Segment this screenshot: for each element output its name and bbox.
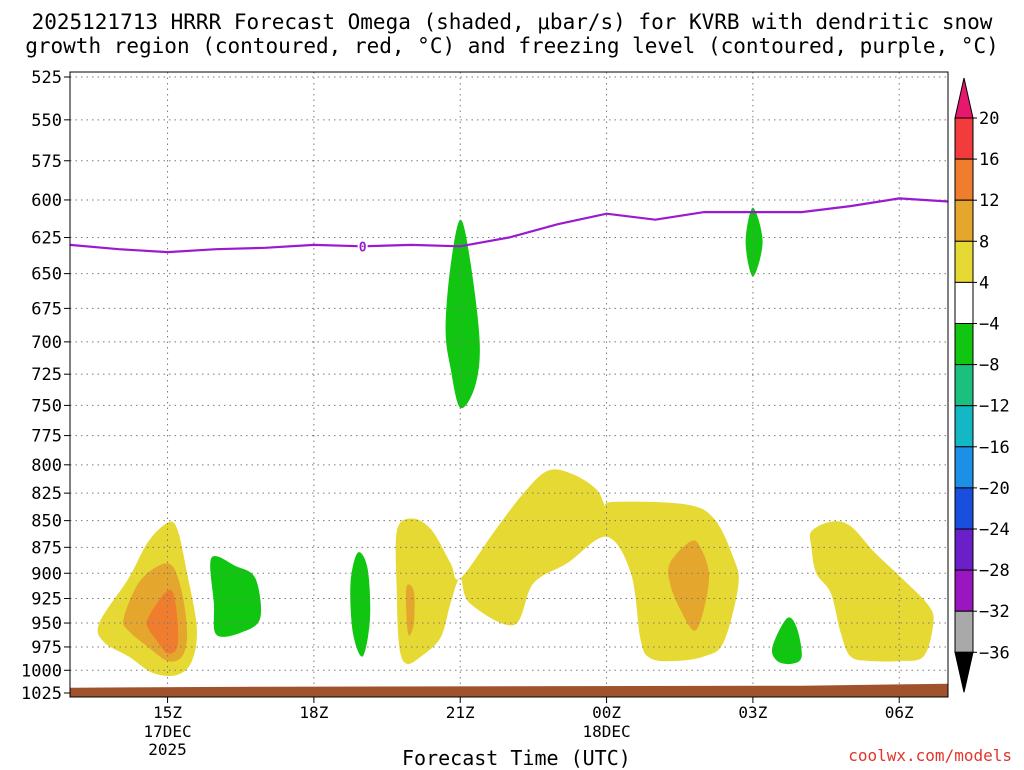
omega-region (350, 552, 371, 657)
y-tick-label: 750 (31, 396, 62, 416)
x-tick-sublabel: 17DEC (143, 722, 191, 741)
y-tick-label: 825 (31, 484, 62, 504)
colorbar-segment (954, 364, 974, 407)
grid-lines (70, 72, 948, 697)
y-tick-label: 650 (31, 265, 62, 285)
chart-title-line-2: growth region (contoured, red, °C) and f… (25, 34, 999, 58)
y-tick-label: 525 (31, 68, 62, 88)
x-tick-label: 21Z (446, 703, 475, 722)
y-tick-label: 1000 (21, 661, 62, 681)
colorbar-cap-top (954, 77, 974, 119)
y-axis: 525 550 575 600 625 650 675 700 725 750 775 800 825 8… (21, 68, 70, 704)
y-tick-label: 900 (31, 564, 62, 584)
chart-title-line-1: 2025121713 HRRR Forecast Omega (shaded, … (31, 10, 993, 34)
freezing-level-line (70, 197, 948, 254)
omega-region (395, 469, 739, 665)
x-tick-label: 18Z (299, 703, 328, 722)
y-tick-label: 675 (31, 299, 62, 319)
omega-region (445, 219, 480, 409)
x-tick-sublabel: 18DEC (582, 722, 630, 741)
y-tick-label: 950 (31, 614, 62, 634)
colorbar-label: −28 (979, 561, 1010, 581)
colorbar-label: −8 (979, 356, 999, 376)
y-tick-label: 1025 (21, 684, 62, 704)
omega-region (146, 589, 179, 654)
y-tick-label: 850 (31, 512, 62, 532)
omega-region (210, 555, 262, 637)
colorbar-label: −36 (979, 643, 1010, 663)
colorbar-label: 16 (979, 150, 999, 170)
y-tick-label: 975 (31, 638, 62, 658)
colorbar-label: −32 (979, 602, 1010, 622)
x-tick-label: 15Z (153, 703, 182, 722)
x-tick-sublabel: 2025 (148, 740, 187, 759)
plot-frame (69, 71, 949, 698)
colorbar-segment (954, 240, 974, 283)
terrain-band (70, 683, 948, 697)
y-tick-label: 600 (31, 191, 62, 211)
freezing-level-layer: 0 (70, 197, 948, 255)
y-tick-label: 875 (31, 538, 62, 558)
y-tick-label: 800 (31, 456, 62, 476)
colorbar-label: −20 (979, 479, 1010, 499)
colorbar-segment (954, 446, 974, 489)
site-credit: coolwx.com/models (848, 746, 1012, 765)
y-tick-label: 725 (31, 365, 62, 385)
y-tick-label: 775 (31, 427, 62, 447)
x-tick-label: 06Z (885, 703, 914, 722)
y-tick-label: 575 (31, 152, 62, 172)
y-tick-label: 550 (31, 111, 62, 131)
terrain-layer (70, 683, 948, 697)
freezing-level-label: 0 (359, 240, 367, 255)
y-tick-label: 925 (31, 589, 62, 609)
colorbar-segment (954, 281, 974, 324)
colorbar-segment (954, 487, 974, 530)
colorbar-label: −16 (979, 438, 1010, 458)
colorbar: 20 16 12 8 4 −4 −8 −12 −16 −20 −24 −28 −32 −36 (954, 77, 1010, 693)
omega-region (745, 207, 763, 277)
omega-region (771, 617, 802, 665)
colorbar-label: 4 (979, 273, 989, 293)
colorbar-segment (954, 117, 974, 160)
colorbar-segment (954, 610, 974, 653)
colorbar-label: 20 (979, 109, 999, 129)
freezing-level-label-bg (357, 238, 368, 253)
omega-region (668, 540, 710, 631)
colorbar-segment (954, 405, 974, 448)
colorbar-cap-bottom (954, 651, 974, 693)
y-tick-label: 700 (31, 333, 62, 353)
colorbar-label: −4 (979, 315, 999, 335)
x-tick-label: 00Z (592, 703, 621, 722)
colorbar-label: 8 (979, 232, 989, 252)
x-axis-title: Forecast Time (UTC) (402, 746, 631, 770)
colorbar-label: −24 (979, 520, 1010, 540)
colorbar-segment (954, 158, 974, 201)
colorbar-segment (954, 528, 974, 571)
colorbar-segment (954, 569, 974, 612)
colorbar-label: 12 (979, 191, 999, 211)
x-tick-label: 03Z (738, 703, 767, 722)
omega-region (809, 521, 934, 662)
colorbar-segment (954, 323, 974, 366)
colorbar-segment (954, 199, 974, 242)
colorbar-label: −12 (979, 397, 1010, 417)
y-tick-label: 625 (31, 229, 62, 249)
